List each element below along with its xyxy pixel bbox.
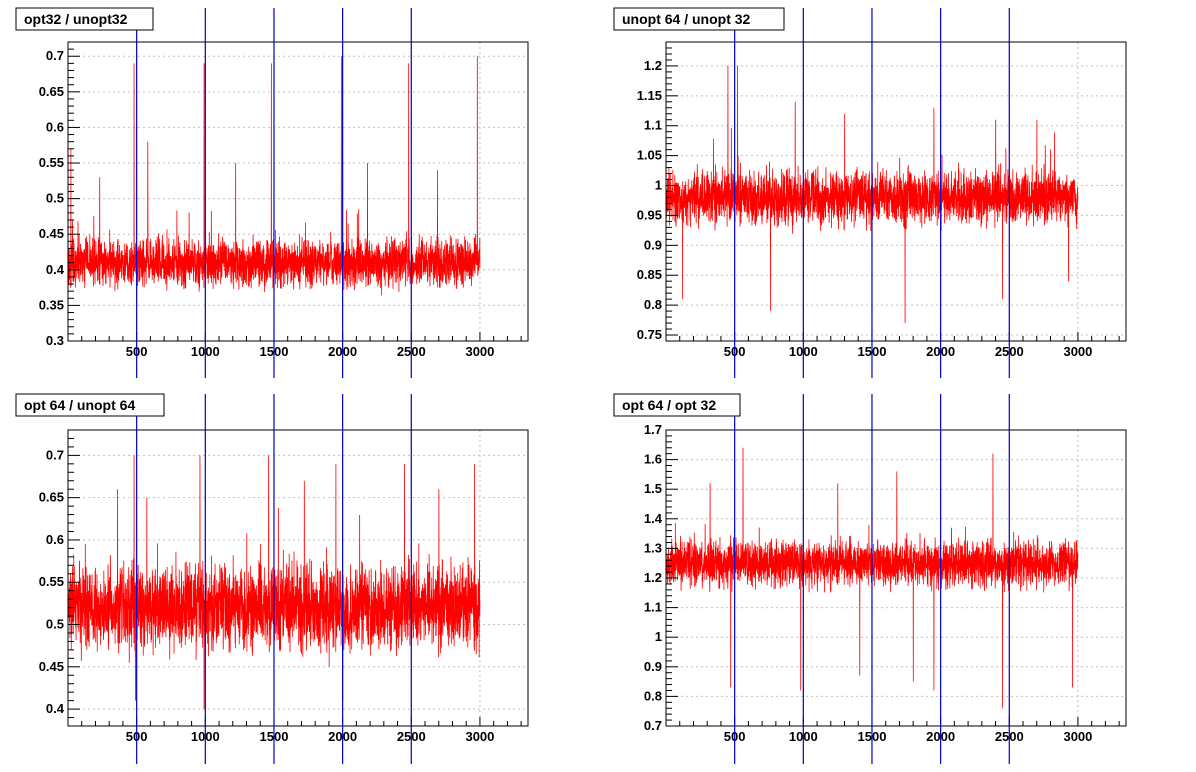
y-tick-label: 0.7 — [46, 447, 64, 462]
chart-title-box — [613, 7, 785, 31]
y-tick-label: 0.4 — [46, 701, 65, 716]
y-tick-label: 1.3 — [644, 540, 662, 555]
y-tick-label: 0.9 — [644, 659, 662, 674]
x-tick-label: 3000 — [1063, 729, 1092, 744]
y-tick-label: 1.05 — [637, 148, 662, 163]
y-tick-label: 0.35 — [39, 297, 64, 312]
y-tick-label: 0.45 — [39, 659, 64, 674]
y-tick-label: 1 — [655, 629, 662, 644]
y-tick-label: 1.1 — [644, 118, 662, 133]
y-tick-label: 0.65 — [39, 84, 64, 99]
x-tick-label: 3000 — [465, 729, 494, 744]
y-tick-label: 0.45 — [39, 226, 64, 241]
y-tick-label: 1.15 — [637, 88, 662, 103]
y-tick-label: 1.2 — [644, 58, 662, 73]
y-tick-label: 0.65 — [39, 490, 64, 505]
y-tick-label: 0.8 — [644, 688, 662, 703]
y-tick-label: 0.6 — [46, 532, 64, 547]
y-tick-label: 0.9 — [644, 237, 662, 252]
chart-title-box — [15, 7, 154, 31]
chart-title: opt 64 / unopt 64 — [24, 397, 135, 413]
x-tick-label: 3000 — [465, 344, 494, 359]
plot-frame — [67, 429, 529, 727]
y-tick-label: 0.95 — [637, 207, 662, 222]
y-tick-label: 0.3 — [46, 333, 64, 348]
y-tick-label: 0.5 — [46, 191, 64, 206]
chart-title: unopt 64 / unopt 32 — [622, 11, 751, 27]
y-tick-label: 0.8 — [644, 297, 662, 312]
y-tick-label: 1 — [655, 178, 662, 193]
chart-title-box — [15, 393, 165, 417]
chart-title-box — [613, 393, 741, 417]
chart-title: opt32 / unopt32 — [24, 11, 128, 27]
y-tick-label: 1.2 — [644, 570, 662, 585]
y-tick-label: 0.5 — [46, 617, 64, 632]
y-tick-label: 0.7 — [46, 48, 64, 63]
y-tick-label: 1.1 — [644, 600, 662, 615]
y-tick-label: 0.55 — [39, 574, 64, 589]
x-tick-label: 3000 — [1063, 344, 1092, 359]
chart-title: opt 64 / opt 32 — [622, 397, 716, 413]
y-tick-label: 0.7 — [644, 718, 662, 733]
y-tick-label: 1.5 — [644, 481, 662, 496]
y-tick-label: 1.4 — [644, 511, 663, 526]
y-tick-label: 1.7 — [644, 422, 662, 437]
y-tick-label: 0.75 — [637, 327, 662, 342]
y-tick-label: 0.55 — [39, 155, 64, 170]
y-tick-label: 0.6 — [46, 119, 64, 134]
y-tick-label: 1.6 — [644, 452, 662, 467]
y-tick-label: 0.4 — [46, 262, 65, 277]
y-tick-label: 0.85 — [637, 267, 662, 282]
